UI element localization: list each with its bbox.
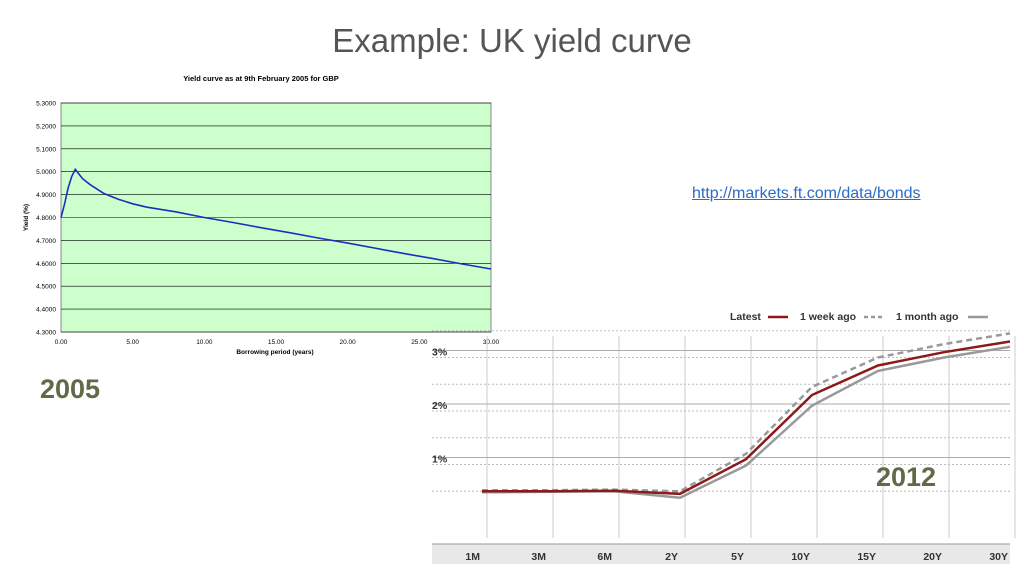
x-axis-label: Borrowing period (years)	[236, 349, 313, 356]
y-axis-label: Yield (%)	[23, 204, 30, 231]
yield-curve-2012-chart: 1% 2% 3% 1M 3M 6M 2Y 5Y 10Y 15Y 20Y 30Y Latest 1 week…	[432, 311, 1016, 564]
y-tick-label: 4.4000	[36, 307, 56, 314]
x-tick-label: 30Y	[989, 551, 1008, 563]
year-label-2012: 2012	[876, 462, 937, 492]
x-tick-label: 15.00	[268, 339, 285, 346]
x-axis-band	[432, 544, 1010, 564]
x-tick-label: 6M	[597, 551, 612, 563]
year-label-2005: 2005	[40, 374, 101, 404]
legend-label: 1 month ago	[896, 311, 958, 323]
series-line	[60, 167, 492, 270]
y-tick-label: 5.1000	[36, 146, 56, 153]
x-tick-label: 15Y	[857, 551, 876, 563]
y-tick-label: 4.7000	[36, 238, 56, 245]
y-tick-label: 4.3000	[36, 330, 56, 337]
slide-title: Example: UK yield curve	[332, 22, 692, 59]
x-tick-label: 10Y	[791, 551, 810, 563]
y-tick-label: 5.3000	[36, 101, 56, 108]
x-tick-label: 5Y	[731, 551, 744, 563]
y-tick-label: 3%	[432, 347, 448, 359]
y-tick-label: 1%	[432, 454, 448, 466]
chart-title: Yield curve as at 9th February 2005 for …	[183, 74, 339, 83]
x-tick-label: 3M	[531, 551, 546, 563]
yield-curve-2005-chart: 4.3000 4.4000 4.5000 4.6000 4.7000 4.8000 4.90…	[23, 74, 500, 356]
x-tick-label: 20.00	[340, 339, 357, 346]
x-tick-label: 1M	[465, 551, 480, 563]
x-tick-label: 25.00	[411, 339, 428, 346]
y-tick-label: 4.9000	[36, 192, 56, 199]
y-tick-label: 5.0000	[36, 169, 56, 176]
y-tick-label: 5.2000	[36, 123, 56, 130]
y-tick-label: 4.8000	[36, 215, 56, 222]
y-tick-label: 2%	[432, 400, 448, 412]
y-tick-label: 4.5000	[36, 284, 56, 291]
x-tick-label: 10.00	[196, 339, 213, 346]
series-line	[482, 332, 1011, 493]
x-tick-label: 5.00	[126, 339, 139, 346]
x-tick-label: 2Y	[665, 551, 678, 563]
y-tick-label: 4.6000	[36, 261, 56, 268]
x-tick-label: 0.00	[55, 339, 68, 346]
legend-label: Latest	[730, 311, 761, 323]
x-tick-label: 30.00	[483, 339, 500, 346]
x-tick-label: 20Y	[923, 551, 942, 563]
legend-label: 1 week ago	[800, 311, 856, 323]
series-line	[482, 340, 1011, 496]
ft-bonds-link[interactable]: http://markets.ft.com/data/bonds	[692, 185, 921, 202]
